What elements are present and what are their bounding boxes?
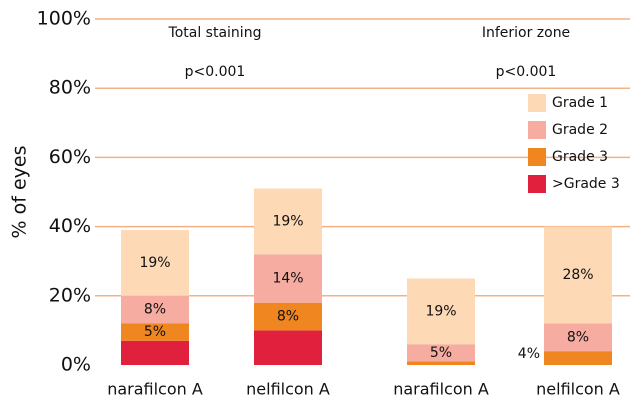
data-label: 8% [277,309,299,325]
bar-segment [121,340,189,365]
y-tick-label: 60% [49,146,91,168]
x-tick-label: narafilcon A [107,380,203,399]
bar-segment [121,323,189,341]
x-tick-label: nelfilcon A [536,380,620,399]
bar-segment [254,302,322,331]
annotation: p<0.001 [185,64,246,80]
legend-swatch [528,148,546,166]
legend-label: Grade 1 [552,95,608,111]
data-label: 5% [430,345,452,361]
y-axis-label: % of eyes [9,146,31,239]
bar-segment [121,295,189,324]
data-label: 28% [562,267,593,283]
x-tick-label: nelfilcon A [246,380,330,399]
bar-segment [121,230,189,296]
bar-segment [407,278,475,345]
data-label: 8% [567,329,589,345]
y-tick-label: 0% [61,354,91,376]
data-label: 5% [144,324,166,340]
bar-segment [407,361,475,365]
y-tick-label: 100% [37,8,91,30]
y-tick-label: 20% [49,284,91,306]
bar-segment [544,226,612,324]
bar-segment [254,330,322,365]
legend-label: Grade 2 [552,122,608,138]
annotation: p<0.001 [496,64,557,80]
annotation: Total staining [168,25,262,41]
data-label: 19% [139,255,170,271]
y-tick-label: 40% [49,215,91,237]
data-label: 19% [272,213,303,229]
bar-segment [544,323,612,352]
legend-label: >Grade 3 [552,176,620,192]
legend-swatch [528,175,546,193]
bar-segment [254,188,322,255]
legend-label: Grade 3 [552,149,608,165]
data-label: 14% [272,271,303,287]
data-label: 19% [425,303,456,319]
data-label: 8% [144,302,166,318]
data-label: 4% [518,346,540,362]
legend-swatch [528,94,546,112]
x-tick-label: narafilcon A [393,380,489,399]
bar-segment [254,254,322,303]
y-tick-label: 80% [49,77,91,99]
bar-segment [407,344,475,362]
bar-segment [544,351,612,365]
annotation: Inferior zone [482,25,570,41]
legend-swatch [528,121,546,139]
